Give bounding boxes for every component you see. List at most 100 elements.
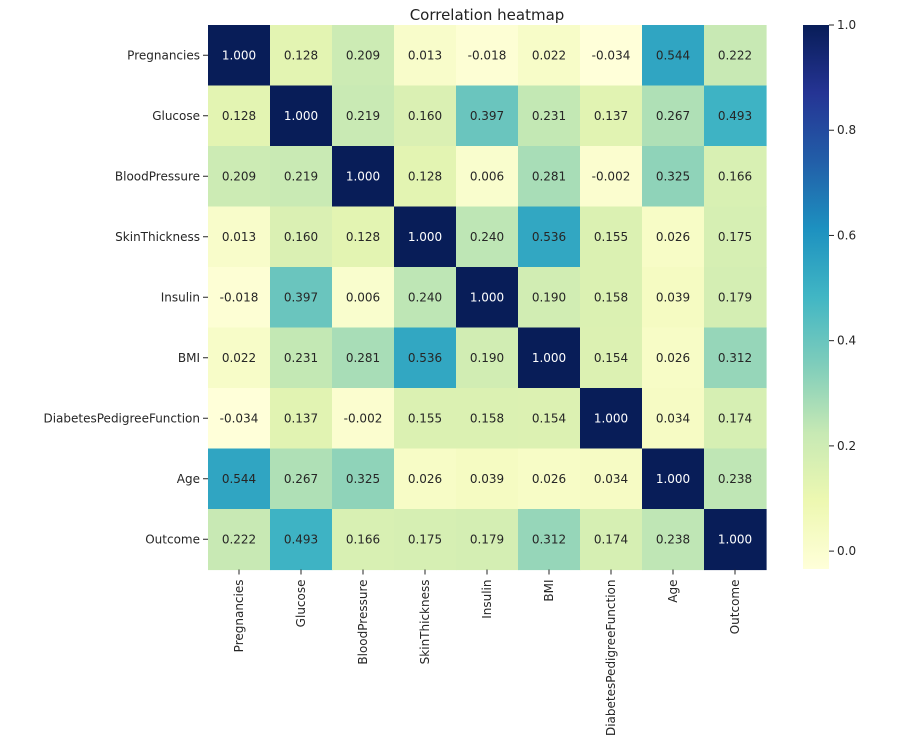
heatmap-cell-1-0 bbox=[208, 85, 271, 147]
cell-label-8-7: 0.238 bbox=[656, 532, 690, 546]
row-label-2: BloodPressure bbox=[115, 169, 200, 183]
cell-label-1-8: 0.493 bbox=[718, 109, 752, 123]
heatmap-cell-7-2 bbox=[332, 448, 395, 510]
heatmap-cell-4-3 bbox=[394, 267, 457, 329]
cell-label-8-8: 1.000 bbox=[718, 532, 752, 546]
heatmap-cell-4-6 bbox=[580, 267, 643, 329]
cell-label-6-2: -0.002 bbox=[344, 411, 383, 425]
heatmap-cell-5-8 bbox=[704, 327, 767, 389]
cell-label-2-6: -0.002 bbox=[592, 169, 631, 183]
heatmap-cell-0-3 bbox=[394, 25, 457, 87]
heatmap-cell-5-6 bbox=[580, 327, 643, 389]
cell-label-3-1: 0.160 bbox=[284, 230, 318, 244]
heatmap-cell-8-4 bbox=[456, 509, 519, 571]
cell-label-5-6: 0.154 bbox=[594, 351, 628, 365]
heatmap-cell-6-0 bbox=[208, 388, 271, 450]
heatmap-cell-5-0 bbox=[208, 327, 271, 389]
cell-label-3-0: 0.013 bbox=[222, 230, 256, 244]
heatmap-cell-0-5 bbox=[518, 25, 581, 87]
heatmap-cell-7-8 bbox=[704, 448, 767, 510]
heatmap-cell-6-2 bbox=[332, 388, 395, 450]
heatmap-cell-7-5 bbox=[518, 448, 581, 510]
cell-label-6-3: 0.155 bbox=[408, 411, 442, 425]
heatmap-cell-2-8 bbox=[704, 146, 767, 208]
cell-label-7-7: 1.000 bbox=[656, 472, 690, 486]
cell-label-3-6: 0.155 bbox=[594, 230, 628, 244]
cell-label-1-7: 0.267 bbox=[656, 109, 690, 123]
heatmap-cell-2-5 bbox=[518, 146, 581, 208]
heatmap-cell-6-8 bbox=[704, 388, 767, 450]
colorbar-tick-label-0: 0.0 bbox=[837, 544, 856, 558]
cell-label-6-6: 1.000 bbox=[594, 411, 628, 425]
heatmap-cell-3-4 bbox=[456, 206, 519, 268]
heatmap-cell-8-7 bbox=[642, 509, 705, 571]
heatmap-cell-0-8 bbox=[704, 25, 767, 87]
heatmap-cell-7-0 bbox=[208, 448, 271, 510]
heatmap-cell-1-6 bbox=[580, 85, 643, 147]
heatmap-cell-8-6 bbox=[580, 509, 643, 571]
heatmap-cell-1-4 bbox=[456, 85, 519, 147]
column-label-6: DiabetesPedigreeFunction bbox=[604, 580, 618, 737]
cell-label-8-5: 0.312 bbox=[532, 532, 566, 546]
cell-label-8-4: 0.179 bbox=[470, 532, 504, 546]
heatmap-cell-5-5 bbox=[518, 327, 581, 389]
cell-label-8-6: 0.174 bbox=[594, 532, 628, 546]
heatmap-cell-7-7 bbox=[642, 448, 705, 510]
heatmap-cell-1-8 bbox=[704, 85, 767, 147]
heatmap-cell-2-4 bbox=[456, 146, 519, 208]
heatmap-cell-0-1 bbox=[270, 25, 333, 87]
cell-label-8-0: 0.222 bbox=[222, 532, 256, 546]
cell-label-5-1: 0.231 bbox=[284, 351, 318, 365]
column-label-0: Pregnancies bbox=[232, 580, 246, 653]
heatmap-cell-5-2 bbox=[332, 327, 395, 389]
cell-label-5-0: 0.022 bbox=[222, 351, 256, 365]
heatmap-cell-4-5 bbox=[518, 267, 581, 329]
heatmap-cell-3-6 bbox=[580, 206, 643, 268]
heatmap-cell-6-1 bbox=[270, 388, 333, 450]
colorbar-tick-label-3: 0.6 bbox=[837, 228, 856, 242]
heatmap-cell-4-1 bbox=[270, 267, 333, 329]
heatmap-cell-1-1 bbox=[270, 85, 333, 147]
heatmap-cell-8-3 bbox=[394, 509, 457, 571]
heatmap-cell-7-1 bbox=[270, 448, 333, 510]
cell-label-8-1: 0.493 bbox=[284, 532, 318, 546]
cell-label-7-5: 0.026 bbox=[532, 472, 566, 486]
heatmap-cell-6-6 bbox=[580, 388, 643, 450]
heatmap-cell-3-7 bbox=[642, 206, 705, 268]
cell-label-7-3: 0.026 bbox=[408, 472, 442, 486]
heatmap-cell-0-7 bbox=[642, 25, 705, 87]
heatmap-cell-2-1 bbox=[270, 146, 333, 208]
heatmap-cell-1-5 bbox=[518, 85, 581, 147]
heatmap-cell-8-0 bbox=[208, 509, 271, 571]
heatmap-cell-8-2 bbox=[332, 509, 395, 571]
cell-label-5-3: 0.536 bbox=[408, 351, 442, 365]
heatmap-cell-6-5 bbox=[518, 388, 581, 450]
column-label-1: Glucose bbox=[294, 580, 308, 628]
cell-label-4-6: 0.158 bbox=[594, 290, 628, 304]
cell-label-7-1: 0.267 bbox=[284, 472, 318, 486]
cell-label-3-5: 0.536 bbox=[532, 230, 566, 244]
row-label-5: BMI bbox=[178, 351, 200, 365]
cell-label-2-4: 0.006 bbox=[470, 169, 504, 183]
cell-label-0-8: 0.222 bbox=[718, 48, 752, 62]
cell-label-3-4: 0.240 bbox=[470, 230, 504, 244]
heatmap-cell-5-7 bbox=[642, 327, 705, 389]
cell-label-6-7: 0.034 bbox=[656, 411, 690, 425]
colorbar-ticks: 0.0 0.2 0.4 0.6 0.8 1.0 bbox=[829, 18, 856, 558]
cell-label-8-2: 0.166 bbox=[346, 532, 380, 546]
heatmap-cell-3-0 bbox=[208, 206, 271, 268]
row-label-7: Age bbox=[177, 472, 200, 486]
cell-label-5-4: 0.190 bbox=[470, 351, 504, 365]
cell-label-1-4: 0.397 bbox=[470, 109, 504, 123]
row-label-1: Glucose bbox=[152, 109, 200, 123]
cell-label-3-7: 0.026 bbox=[656, 230, 690, 244]
column-label-7: Age bbox=[666, 580, 680, 603]
heatmap-cell-5-3 bbox=[394, 327, 457, 389]
cell-label-1-3: 0.160 bbox=[408, 109, 442, 123]
cell-label-6-5: 0.154 bbox=[532, 411, 566, 425]
heatmap-cell-1-3 bbox=[394, 85, 457, 147]
cell-label-7-2: 0.325 bbox=[346, 472, 380, 486]
cell-label-5-8: 0.312 bbox=[718, 351, 752, 365]
heatmap-cell-1-7 bbox=[642, 85, 705, 147]
heatmap-cell-7-6 bbox=[580, 448, 643, 510]
